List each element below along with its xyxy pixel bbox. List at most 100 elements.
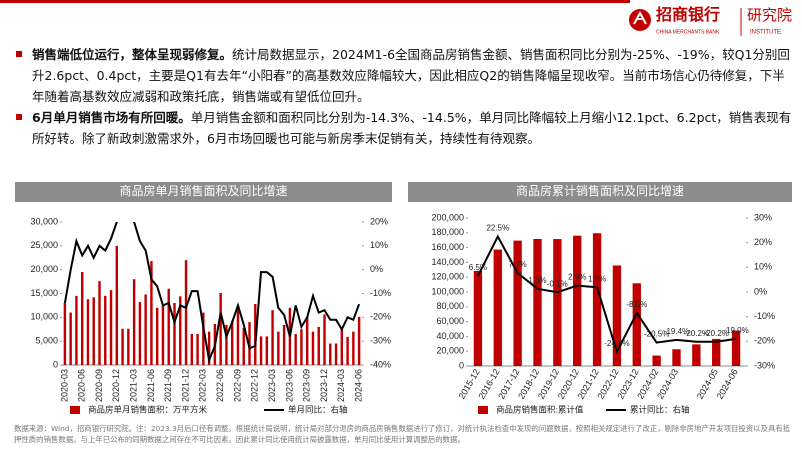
bar bbox=[132, 279, 136, 365]
bar bbox=[692, 344, 701, 366]
chart-title: 商品房累计销售面积及同比增速 bbox=[516, 183, 684, 198]
data-label: -20.2% bbox=[704, 329, 729, 338]
x-tick-label: 2023-09 bbox=[302, 369, 312, 402]
y2-tick-label: -30% bbox=[370, 336, 391, 346]
bar bbox=[127, 328, 130, 365]
data-label: 7.7% bbox=[509, 260, 527, 269]
data-label: -20.5% bbox=[644, 330, 669, 339]
data-label: 6.5% bbox=[469, 263, 487, 272]
plot-clip bbox=[473, 233, 741, 366]
bullet-lead: 销售端低位运行，整体呈现弱修复。 bbox=[32, 47, 233, 62]
x-tick-label: 2020-09 bbox=[94, 369, 104, 402]
y-tick-label: 5,000 bbox=[35, 336, 58, 346]
bar bbox=[357, 316, 361, 365]
bar bbox=[259, 336, 263, 365]
bar bbox=[248, 322, 251, 365]
x-tick-label: 2023-12 bbox=[319, 369, 329, 402]
legend-label: 单月同比：右轴 bbox=[288, 404, 348, 414]
x-tick-label: 2022-06 bbox=[215, 369, 225, 402]
logo-mark bbox=[633, 10, 647, 25]
bar bbox=[632, 283, 641, 366]
bar bbox=[352, 331, 355, 365]
bar bbox=[196, 334, 199, 365]
bar bbox=[98, 281, 101, 365]
line bbox=[63, 222, 361, 364]
y2-tick-label: -10% bbox=[370, 288, 391, 298]
bar bbox=[652, 355, 661, 366]
x-tick-label: 2023-03 bbox=[267, 369, 277, 402]
data-label: 1.3% bbox=[528, 276, 546, 285]
bar bbox=[473, 270, 483, 366]
top-rule bbox=[0, 0, 630, 3]
bar bbox=[150, 261, 153, 365]
bar bbox=[329, 343, 332, 365]
legend-label: 商品房销售面积:累计值 bbox=[496, 404, 584, 414]
y2-tick-label: -20% bbox=[754, 336, 775, 346]
bar bbox=[104, 295, 107, 365]
bar bbox=[282, 324, 286, 365]
y2-tick-label: 0% bbox=[754, 286, 767, 296]
x-tick-label: 2022-12 bbox=[250, 369, 260, 402]
x-tick-label: 2023-06 bbox=[284, 369, 294, 402]
bar bbox=[712, 338, 721, 366]
bar bbox=[533, 238, 542, 366]
x-tick-label: 2020-06 bbox=[77, 369, 87, 402]
bar bbox=[493, 249, 502, 366]
logo-unit: 研究院 bbox=[747, 6, 792, 24]
y2-tick-label: -10% bbox=[754, 311, 775, 321]
y-tick-label: 25,000 bbox=[30, 240, 58, 250]
data-label: -20.2% bbox=[684, 329, 709, 338]
data-label: -19.0% bbox=[723, 326, 748, 335]
y2-tick-label: 10% bbox=[370, 240, 388, 250]
bar bbox=[173, 303, 176, 365]
data-label: -8.5% bbox=[626, 300, 647, 309]
bar bbox=[75, 295, 78, 365]
bar bbox=[731, 330, 741, 366]
bar bbox=[86, 299, 90, 365]
bar bbox=[207, 331, 211, 365]
bar bbox=[184, 260, 188, 365]
plot-clip bbox=[63, 222, 361, 365]
chart-title: 商品房单月销售面积及同比增速 bbox=[119, 183, 287, 198]
bar bbox=[155, 307, 159, 365]
y2-tick-label: -30% bbox=[754, 360, 775, 370]
bar bbox=[80, 272, 84, 365]
bar bbox=[161, 305, 165, 365]
bar bbox=[202, 312, 205, 365]
data-label: -0.1% bbox=[547, 279, 568, 288]
bar bbox=[346, 336, 349, 365]
bar bbox=[334, 343, 338, 365]
y-tick-label: 0 bbox=[53, 359, 58, 369]
legend-label: 累计同比：右轴 bbox=[630, 404, 690, 414]
logo-unit-en: INSTITUTE bbox=[750, 30, 781, 36]
bar bbox=[190, 334, 194, 365]
legend-swatch bbox=[478, 406, 488, 414]
legend-swatch bbox=[70, 406, 80, 414]
y2-tick-label: 20% bbox=[754, 237, 772, 247]
bar bbox=[121, 328, 124, 365]
bar bbox=[63, 303, 67, 365]
x-tick-label: 2020-03 bbox=[59, 369, 69, 402]
footnote: 数据来源：Wind，招商银行研究院。注：2023.3月后口径有调整。根据统计局说… bbox=[14, 424, 791, 444]
bar bbox=[144, 294, 147, 365]
bar bbox=[553, 239, 562, 366]
bullet: 销售端低位运行，整体呈现弱修复。统计局数据显示，2024M1-6全国商品房销售金… bbox=[14, 44, 792, 107]
x-tick-label: 2022-09 bbox=[232, 369, 242, 402]
chart-title-bar bbox=[408, 182, 792, 202]
data-label: -24.3% bbox=[604, 339, 629, 348]
y-tick-label: 200,000 bbox=[431, 212, 464, 222]
y-tick-label: 0 bbox=[459, 360, 464, 370]
bar bbox=[277, 331, 280, 365]
bar bbox=[179, 296, 182, 365]
logo-bank-en: CHINA MERCHANTS BANK bbox=[656, 29, 720, 35]
bar bbox=[242, 327, 245, 365]
logo-bank: 招商银行 bbox=[656, 5, 720, 24]
bar bbox=[305, 317, 309, 365]
bar bbox=[219, 293, 222, 365]
bar bbox=[294, 334, 297, 365]
y2-tick-label: 30% bbox=[754, 212, 772, 222]
bar bbox=[592, 233, 602, 366]
legend-label: 商品房单月销售面积：万平方米 bbox=[88, 404, 208, 414]
